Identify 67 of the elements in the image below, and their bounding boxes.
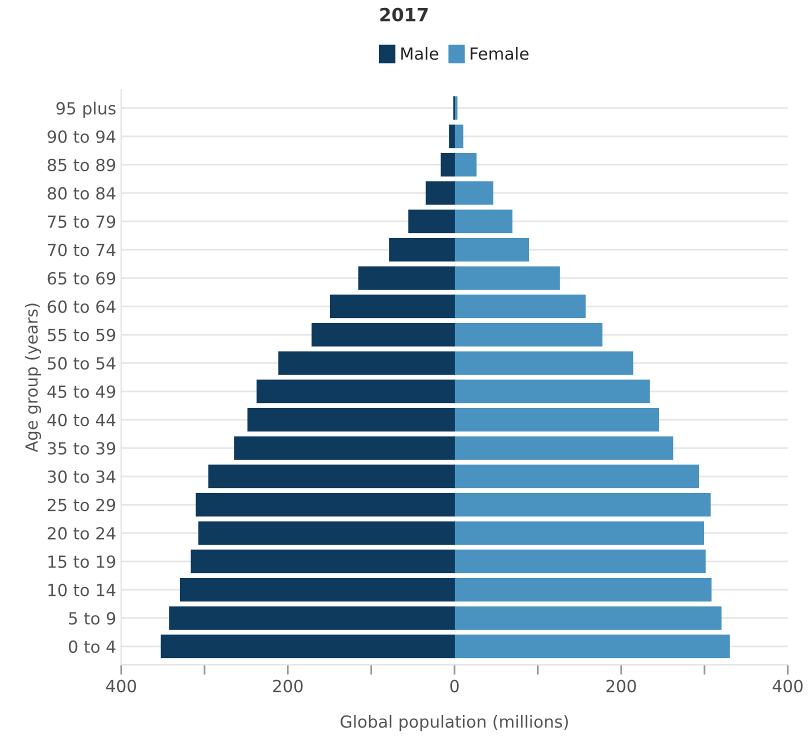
y-tick-label: 55 to 59 — [48, 328, 116, 342]
bar — [312, 322, 455, 346]
bar — [196, 492, 455, 516]
bar — [454, 408, 660, 432]
y-tick-label: 25 to 29 — [48, 498, 116, 512]
bar — [426, 181, 455, 205]
bar — [454, 181, 494, 205]
y-tick-label: 85 to 89 — [48, 158, 116, 172]
bar — [454, 238, 530, 262]
x-tick-label: 200 — [606, 680, 636, 692]
y-tick-label: 60 to 64 — [48, 300, 116, 313]
bar — [440, 152, 455, 176]
y-tick-label: 20 to 24 — [48, 527, 116, 540]
x-tick-label: 400 — [106, 680, 136, 692]
x-tick-label: 200 — [273, 680, 303, 692]
bar — [389, 238, 455, 262]
bar — [208, 464, 455, 488]
x-tick-label: 400 — [772, 680, 803, 692]
bar — [454, 152, 477, 176]
y-tick-label: 90 to 94 — [48, 130, 116, 143]
y-tick-label: 35 to 39 — [48, 442, 116, 455]
bar — [358, 266, 455, 290]
y-tick-label: 50 to 54 — [48, 357, 116, 370]
bar — [454, 550, 706, 574]
bar — [408, 210, 455, 234]
bar — [454, 606, 722, 630]
y-tick-label: 10 to 14 — [48, 584, 116, 596]
y-tick-label: 80 to 84 — [48, 187, 116, 200]
bar — [454, 294, 586, 318]
bar — [234, 436, 455, 460]
y-tick-label: 65 to 69 — [48, 272, 116, 285]
bar — [449, 124, 455, 148]
bar — [169, 606, 455, 630]
bar — [454, 210, 512, 234]
y-tick-label: 30 to 34 — [48, 470, 116, 483]
bar — [454, 492, 711, 516]
y-tick-label: 15 to 19 — [48, 555, 116, 568]
bar — [454, 351, 634, 375]
bar — [180, 578, 455, 602]
y-tick-label: 40 to 44 — [47, 414, 116, 426]
legend-label: Female — [470, 47, 528, 60]
x-tick-label: 0 — [450, 680, 459, 692]
y-axis-title: Age group (years) — [24, 304, 42, 452]
y-tick-label: 75 to 79 — [48, 215, 116, 228]
legend-label: Male — [401, 47, 438, 60]
bar — [198, 521, 455, 545]
y-tick-label: 45 to 49 — [47, 385, 116, 398]
bar — [454, 266, 560, 290]
bar — [330, 294, 455, 318]
y-tick-label: 0 to 4 — [68, 640, 116, 653]
bar — [160, 634, 455, 658]
x-axis-title: Global population (millions) — [340, 714, 568, 732]
chart-title: 2017 — [380, 8, 428, 22]
y-tick-label: 95 plus — [56, 102, 116, 118]
bar — [454, 436, 674, 460]
bar — [454, 380, 650, 404]
bar — [247, 408, 455, 432]
bar — [256, 380, 455, 404]
bar — [454, 464, 700, 488]
bar — [454, 578, 712, 602]
bar — [454, 521, 704, 545]
bar — [190, 550, 455, 574]
y-tick-label: 5 to 9 — [69, 612, 116, 625]
y-tick-label: 70 to 74 — [48, 244, 116, 256]
bar — [454, 634, 730, 658]
bar — [278, 351, 455, 375]
bar — [454, 322, 602, 346]
